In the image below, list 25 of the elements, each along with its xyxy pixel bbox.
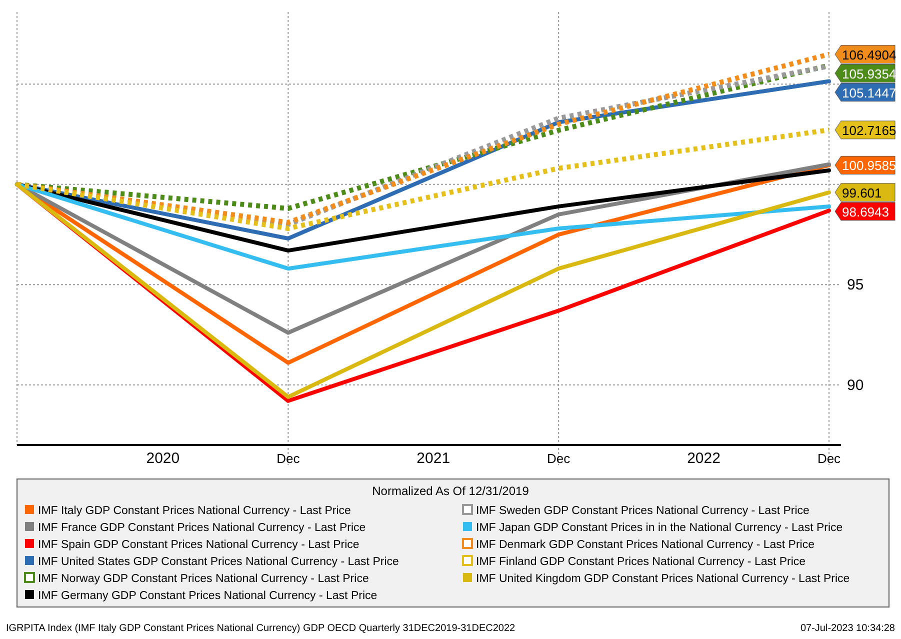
y-tick-label: 95 [847, 276, 864, 294]
x-tick-label: Dec [817, 451, 842, 466]
legend-label: IMF Norway GDP Constant Prices National Currency - Last Price [38, 573, 369, 585]
x-tick-label: 2020 [146, 450, 180, 467]
legend-label: IMF United States GDP Constant Prices National Currency - Last Price [38, 556, 399, 568]
text: 07-Jul-2023 10:34:28 [800, 623, 896, 634]
legend-label: IMF Germany GDP Constant Prices National Currency - Last Price [38, 590, 378, 602]
legend-label: IMF Japan GDP Constant Prices in in the National Currency - Last Price [476, 522, 843, 534]
legend-label: IMF France GDP Constant Prices National Currency - Last Price [38, 522, 366, 534]
legend-label: IMF Spain GDP Constant Prices National Currency - Last Price [38, 539, 360, 551]
legend-label: IMF United Kingdom GDP Constant Prices National Currency - Last Price [476, 573, 850, 585]
y-tick-label: 90 [847, 376, 864, 394]
line-series [15, 182, 831, 271]
legend-title: Normalized As Of 12/31/2019 [372, 484, 530, 498]
legend-label: IMF Denmark GDP Constant Prices National Currency - Last Price [476, 539, 815, 551]
data-label: 99.601 [842, 185, 882, 200]
text: IGRPITA Index (IMF Italy GDP Constant Prices National Currency) GDP OECD Quarterly 31DEC2019-31DEC2022 [6, 623, 516, 634]
legend-label: IMF Italy GDP Constant Prices National Currency - Last Price [38, 505, 351, 517]
x-tick-label: 2022 [687, 450, 720, 467]
legend-label: IMF Finland GDP Constant Prices National Currency - Last Price [476, 556, 806, 568]
data-label: 98.6943 [842, 204, 889, 220]
x-tick-label: Dec [276, 451, 300, 466]
legend-label: IMF Sweden GDP Constant Prices National Currency - Last Price [476, 505, 810, 517]
x-tick-label: Dec [547, 451, 571, 466]
x-tick-label: 2021 [416, 450, 450, 467]
